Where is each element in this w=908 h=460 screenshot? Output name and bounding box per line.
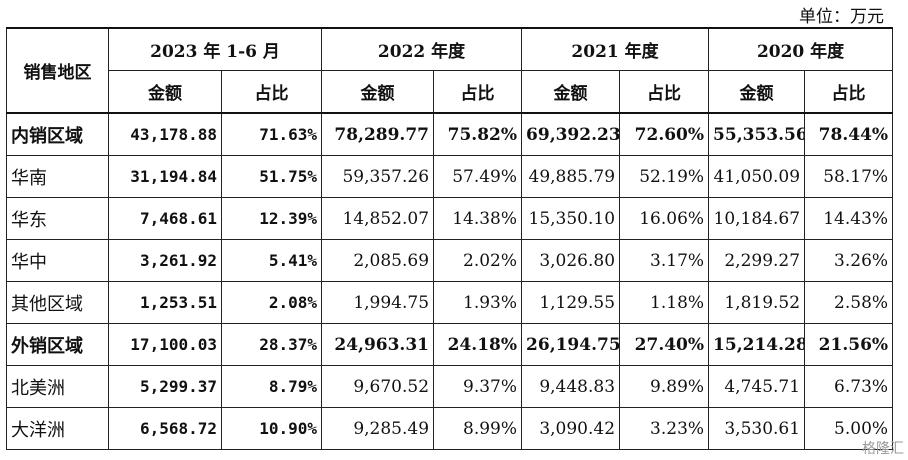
amount-cell: 3,026.80 (521, 239, 621, 282)
ratio-header: 占比 (220, 70, 323, 114)
amount-cell: 9,670.52 (321, 365, 435, 408)
ratio-cell: 71.63% (220, 112, 323, 156)
ratio-cell: 51.75% (220, 155, 323, 198)
region-cell: 其他区域 (6, 281, 109, 324)
ratio-header: 占比 (804, 70, 894, 114)
ratio-cell: 10.90% (220, 407, 323, 450)
table-row: 其他区域 1,253.51 2.08% 1,994.75 1.93% 1,129.55 1.… (6, 281, 894, 324)
ratio-cell: 9.89% (619, 365, 710, 408)
amount-cell: 41,050.09 (708, 155, 806, 198)
amount-cell: 4,745.71 (708, 365, 806, 408)
ratio-cell: 78.44% (804, 112, 894, 156)
header-row-periods: 销售地区 2023 年 1-6 月 2022 年度 2021 年度 2020 年… (6, 27, 894, 114)
ratio-cell: 9.37% (433, 365, 523, 408)
amount-cell: 78,289.77 (321, 112, 435, 156)
amount-cell: 3,261.92 (108, 239, 222, 282)
amount-cell: 5,299.37 (108, 365, 222, 408)
amount-cell: 10,184.67 (708, 197, 806, 240)
amount-cell: 15,214.28 (708, 323, 806, 366)
table-row: 内销区域 43,178.88 71.63% 78,289.77 75.82% 69,392… (6, 112, 894, 156)
period-header: 2022 年度 (321, 27, 523, 71)
amount-cell: 3,530.61 (708, 407, 806, 450)
amount-cell: 69,392.23 (521, 112, 621, 156)
ratio-cell: 75.82% (433, 112, 523, 156)
ratio-cell: 16.06% (619, 197, 710, 240)
amount-cell: 24,963.31 (321, 323, 435, 366)
amount-cell: 49,885.79 (521, 155, 621, 198)
table-row: 华南 31,194.84 51.75% 59,357.26 57.49% 49,885.7… (6, 155, 894, 198)
amount-cell: 2,085.69 (321, 239, 435, 282)
amount-cell: 6,568.72 (108, 407, 222, 450)
ratio-cell: 28.37% (220, 323, 323, 366)
ratio-cell: 14.38% (433, 197, 523, 240)
table-row: 外销区域 17,100.03 28.37% 24,963.31 24.18% 26,194… (6, 323, 894, 366)
amount-header: 金额 (521, 70, 621, 114)
ratio-cell: 24.18% (433, 323, 523, 366)
amount-cell: 9,448.83 (521, 365, 621, 408)
period-header: 2023 年 1-6 月 (107, 27, 323, 71)
watermark: 格隆汇 (862, 441, 904, 457)
table-row: 华东 7,468.61 12.39% 14,852.07 14.38% 15,350.10… (6, 197, 894, 240)
sales-region-table: 销售地区 2023 年 1-6 月 2022 年度 2021 年度 2020 年… (6, 27, 894, 450)
ratio-cell: 1.18% (619, 281, 710, 324)
amount-cell: 55,353.56 (708, 112, 806, 156)
ratio-cell: 52.19% (619, 155, 710, 198)
amount-cell: 1,819.52 (708, 281, 806, 324)
amount-header: 金额 (321, 70, 435, 114)
amount-header: 金额 (108, 70, 222, 114)
amount-cell: 3,090.42 (521, 407, 621, 450)
header-row-metrics: 金额 占比 金额 占比 金额 占比 金额 占比 (7, 70, 894, 114)
ratio-cell: 72.60% (619, 112, 710, 156)
region-cell: 外销区域 (6, 323, 109, 366)
amount-cell: 7,468.61 (108, 197, 222, 240)
table-row: 北美洲 5,299.37 8.79% 9,670.52 9.37% 9,448.83 9.8… (6, 365, 894, 408)
period-header: 2020 年度 (708, 27, 894, 71)
region-cell: 大洋洲 (6, 407, 109, 450)
table-row: 大洋洲 6,568.72 10.90% 9,285.49 8.99% 3,090.42 3.… (6, 407, 894, 450)
ratio-header: 占比 (619, 70, 710, 114)
amount-cell: 31,194.84 (108, 155, 222, 198)
ratio-cell: 21.56% (804, 323, 894, 366)
amount-cell: 9,285.49 (321, 407, 435, 450)
table-body: 内销区域 43,178.88 71.63% 78,289.77 75.82% 69,392… (6, 112, 894, 450)
ratio-cell: 6.73% (804, 365, 894, 408)
period-header: 2021 年度 (521, 27, 710, 71)
ratio-cell: 8.79% (220, 365, 323, 408)
amount-header: 金额 (708, 70, 806, 114)
amount-cell: 1,129.55 (521, 281, 621, 324)
amount-cell: 17,100.03 (108, 323, 222, 366)
amount-cell: 26,194.75 (521, 323, 621, 366)
ratio-cell: 57.49% (433, 155, 523, 198)
region-header: 销售地区 (6, 27, 109, 114)
ratio-cell: 12.39% (220, 197, 323, 240)
ratio-cell: 27.40% (619, 323, 710, 366)
ratio-cell: 3.17% (619, 239, 710, 282)
region-cell: 北美洲 (6, 365, 109, 408)
amount-cell: 59,357.26 (321, 155, 435, 198)
ratio-cell: 3.23% (619, 407, 710, 450)
ratio-cell: 5.00% (804, 407, 894, 450)
region-cell: 华中 (6, 239, 109, 282)
ratio-cell: 3.26% (804, 239, 894, 282)
ratio-cell: 8.99% (433, 407, 523, 450)
region-cell: 华东 (6, 197, 109, 240)
ratio-cell: 2.58% (804, 281, 894, 324)
ratio-cell: 58.17% (804, 155, 894, 198)
amount-cell: 14,852.07 (321, 197, 435, 240)
amount-cell: 15,350.10 (521, 197, 621, 240)
ratio-cell: 14.43% (804, 197, 894, 240)
ratio-cell: 1.93% (433, 281, 523, 324)
region-cell: 内销区域 (6, 112, 109, 156)
ratio-cell: 2.08% (220, 281, 323, 324)
table-row: 华中 3,261.92 5.41% 2,085.69 2.02% 3,026.80 3.17… (6, 239, 894, 282)
region-cell: 华南 (6, 155, 109, 198)
ratio-header: 占比 (433, 70, 523, 114)
amount-cell: 1,994.75 (321, 281, 435, 324)
unit-label: 单位：万元 (799, 7, 884, 27)
amount-cell: 2,299.27 (708, 239, 806, 282)
ratio-cell: 2.02% (433, 239, 523, 282)
amount-cell: 43,178.88 (108, 112, 222, 156)
amount-cell: 1,253.51 (108, 281, 222, 324)
ratio-cell: 5.41% (220, 239, 323, 282)
